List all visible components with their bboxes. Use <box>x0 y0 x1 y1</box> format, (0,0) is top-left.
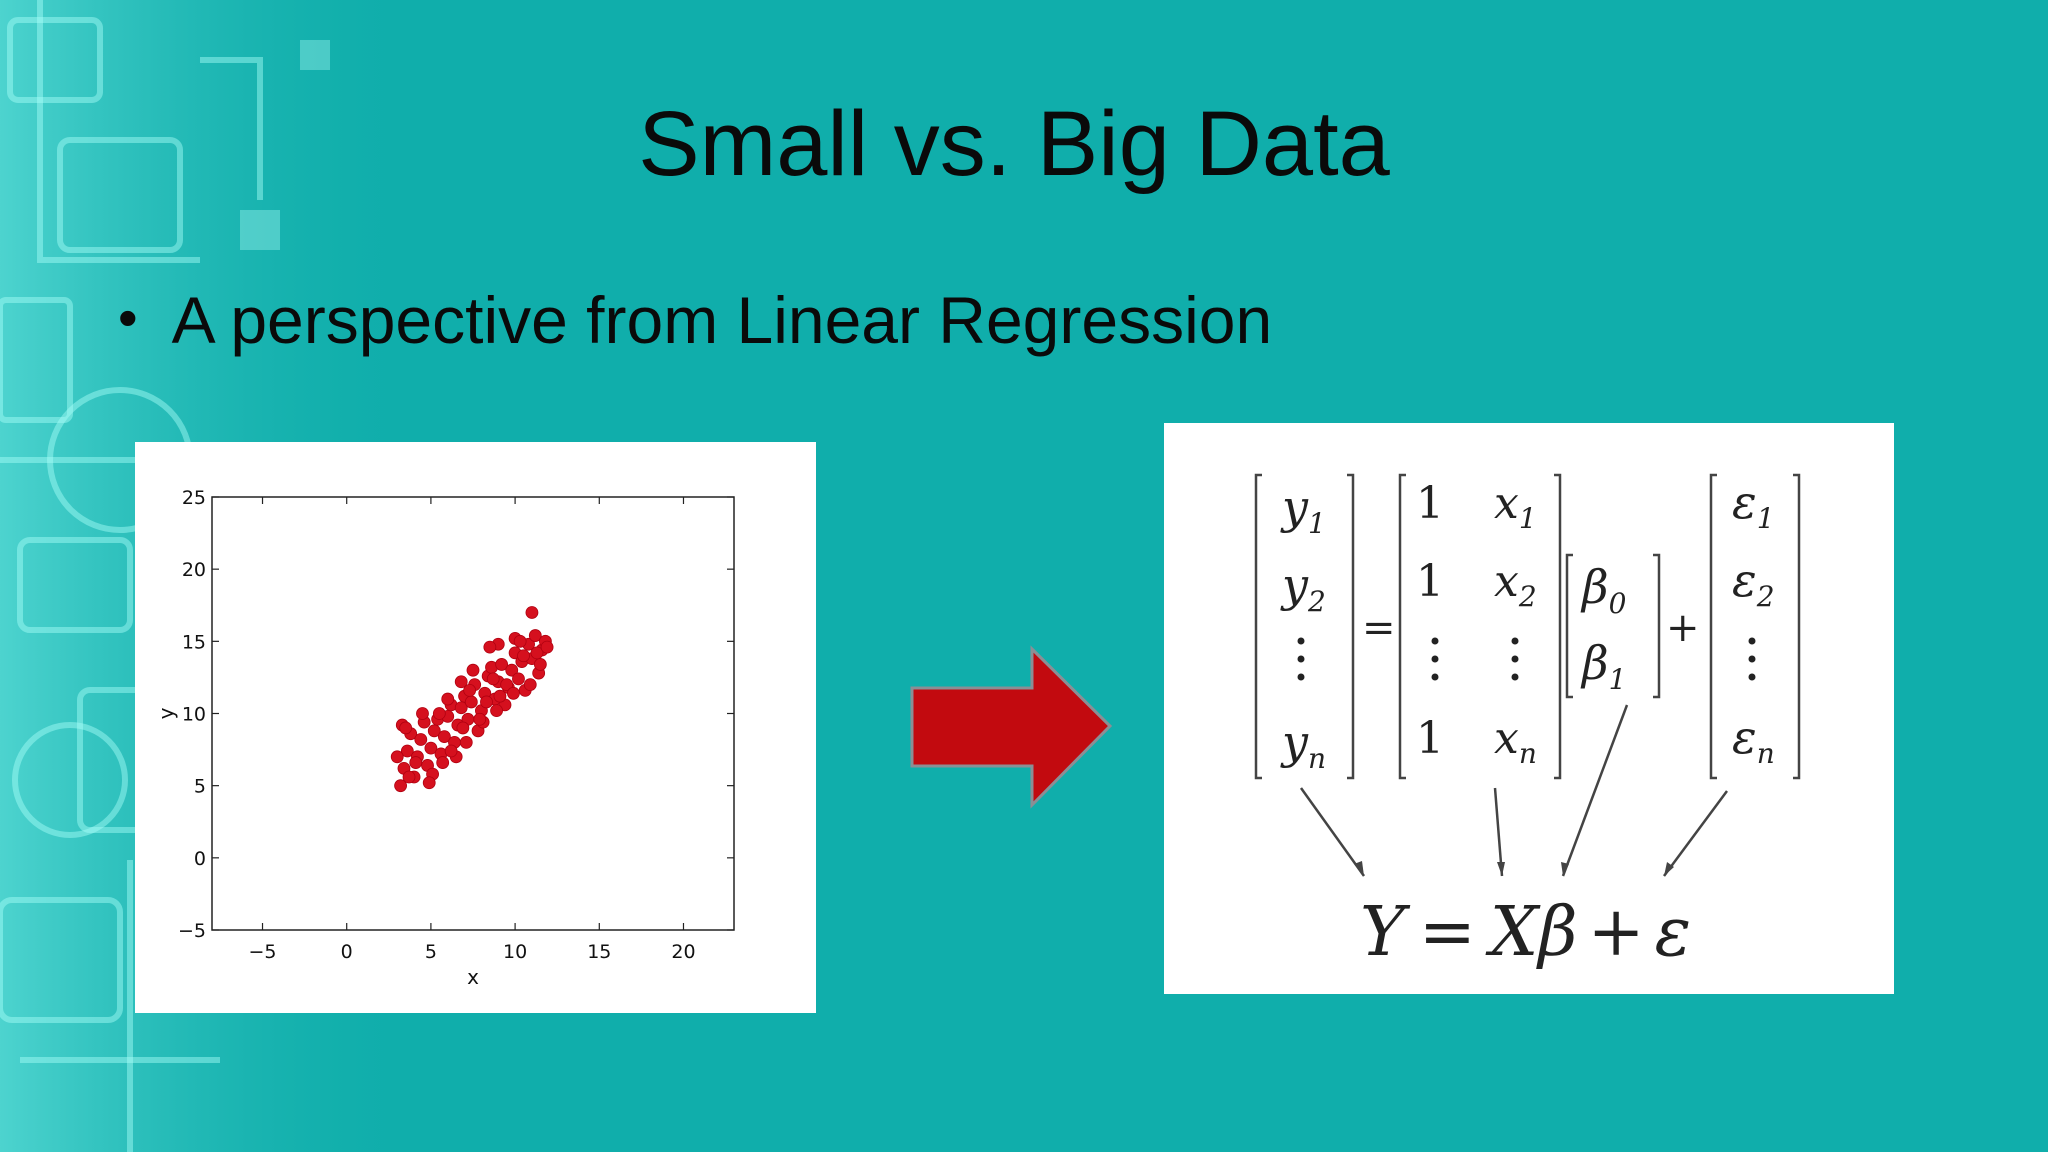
x-tick-label: 10 <box>503 941 527 963</box>
scatter-point <box>493 689 507 703</box>
scatter-point <box>437 730 451 743</box>
scatter-point <box>454 675 468 689</box>
right-arrow-icon <box>910 645 1113 809</box>
scatter-point <box>525 606 539 619</box>
matrix-equation: y1 y2 yn = 1 1 1 x1 x2 xn β0 β1 + ε1 ε2 … <box>1254 473 1801 972</box>
scatter-point <box>490 704 503 718</box>
regression-equation-panel: y1 y2 yn = 1 1 1 x1 x2 xn β0 β1 + ε1 ε2 … <box>1164 423 1894 994</box>
ones-entry-n: 1 <box>1416 713 1444 764</box>
scatter-point <box>424 741 438 755</box>
scatter-point <box>480 695 493 709</box>
y-tick-label: 15 <box>182 631 206 653</box>
yn-entry: yn <box>1280 715 1326 775</box>
scatter-point <box>444 744 458 758</box>
y-tick-label: 5 <box>194 776 206 798</box>
scatter-point <box>528 629 542 642</box>
beta1-entry: β1 <box>1580 636 1626 696</box>
scatter-point <box>394 779 407 793</box>
scatter-point <box>507 686 520 700</box>
y-tick-label: 10 <box>182 704 206 726</box>
x2-entry: x2 <box>1494 556 1537 613</box>
x-column-dots <box>1511 637 1519 681</box>
y-tick-label: 25 <box>182 487 206 509</box>
scatter-point <box>483 640 497 654</box>
scatter-point <box>400 744 414 758</box>
x-axis-label: x <box>467 965 479 989</box>
eps1-entry: ε1 <box>1732 475 1775 535</box>
scatter-point <box>414 733 428 746</box>
slide-title-text: Small vs. Big Data <box>638 93 1390 195</box>
scatter-point <box>500 678 514 692</box>
y-axis-label: y <box>154 707 178 719</box>
scatter-point <box>466 663 480 677</box>
y-tick-label: 0 <box>194 848 206 870</box>
scatter-point <box>517 649 530 663</box>
scatter-point <box>473 712 487 726</box>
scatter-point <box>512 672 525 686</box>
scatter-point <box>513 634 527 648</box>
scatter-chart-panel: −5 0 5 10 15 20 −5 0 5 10 15 20 25 x y <box>135 442 816 1013</box>
y-tick-label: −5 <box>178 920 206 942</box>
ones-entry-1: 1 <box>1416 478 1444 529</box>
scatter-point <box>422 776 436 790</box>
bullet-dot-icon: • <box>118 286 138 349</box>
beta0-entry: β0 <box>1580 560 1626 620</box>
plot-frame <box>211 496 735 931</box>
x1-entry: x1 <box>1494 478 1537 535</box>
x-tick-label: 0 <box>341 941 353 963</box>
xn-entry: xn <box>1494 713 1537 770</box>
eps-vector-dots <box>1748 637 1756 681</box>
x-tick-label: −5 <box>249 941 277 963</box>
plus-sign: + <box>1666 605 1700 651</box>
eps2-entry: ε2 <box>1732 553 1775 613</box>
scatter-point <box>540 640 554 654</box>
x-tick-label: 5 <box>425 941 437 963</box>
scatter-point <box>432 707 446 720</box>
scatter-point <box>505 663 519 677</box>
scatter-point <box>495 658 509 671</box>
equals-sign: = <box>1362 605 1396 651</box>
scatter-point <box>523 678 537 692</box>
y2-entry: y2 <box>1280 558 1326 618</box>
scatter-point <box>464 695 478 709</box>
scatter-point <box>533 658 547 671</box>
scatter-chart: −5 0 5 10 15 20 −5 0 5 10 15 20 25 x y <box>154 487 735 989</box>
scatter-point <box>459 735 473 749</box>
ones-column-dots <box>1431 637 1439 681</box>
x-tick-label: 15 <box>587 941 611 963</box>
scatter-point <box>427 724 441 738</box>
scatter-point <box>436 756 450 769</box>
y1-entry: y1 <box>1280 480 1326 540</box>
scatter-point <box>409 756 423 769</box>
slide-title: Small vs. Big Data <box>0 92 2048 197</box>
scatter-point <box>463 684 477 697</box>
scatter-point <box>399 721 413 735</box>
scatter-point <box>454 701 468 715</box>
x-tick-label: 20 <box>671 941 695 963</box>
epsn-entry: εn <box>1732 710 1775 770</box>
bullet-point: • A perspective from Linear Regression <box>118 282 1272 358</box>
compact-equation: Y = Xβ + ε <box>1360 893 1691 972</box>
scatter-point <box>416 707 429 720</box>
scatter-point <box>402 770 416 784</box>
bullet-text: A perspective from Linear Regression <box>171 283 1273 357</box>
scatter-point <box>486 672 500 686</box>
scatter-point <box>441 692 455 706</box>
ones-entry-2: 1 <box>1416 556 1444 607</box>
scatter-point <box>390 750 404 764</box>
y-vector-dots <box>1297 637 1305 681</box>
scatter-point <box>456 721 470 735</box>
y-tick-label: 20 <box>182 559 206 581</box>
scatter-point <box>530 646 544 660</box>
